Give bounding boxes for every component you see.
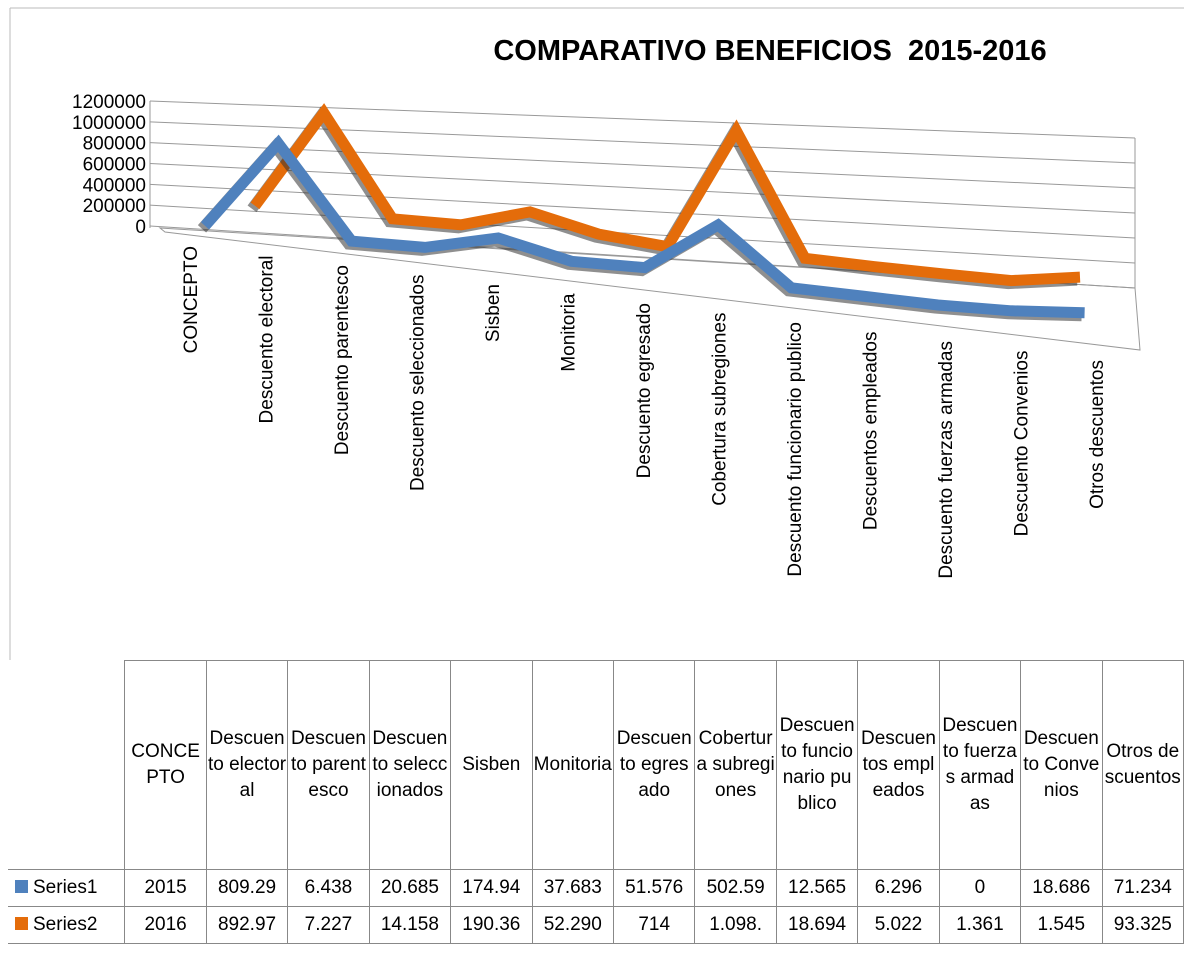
series-line: [200, 134, 1085, 319]
data-cell: 2016: [124, 906, 207, 944]
data-cell: 5.022: [857, 906, 940, 944]
legend-cell: Series1: [8, 869, 126, 907]
header-cell: Sisben: [450, 660, 533, 870]
header-cell: Descuento electoral: [205, 660, 289, 870]
data-cell: 6.296: [857, 869, 940, 907]
data-cell: 18.694: [775, 906, 859, 944]
corner-cell: [8, 661, 125, 870]
y-tick-label: 1000000: [72, 113, 146, 134]
data-cell: 6.438: [287, 869, 370, 907]
legend-cell: Series2: [8, 906, 126, 944]
data-cell: 190.36: [450, 906, 533, 944]
x-tick-label: Cobertura subregiones: [710, 313, 731, 506]
chart-title: COMPARATIVO BENEFICIOS 2015-2016: [493, 35, 1046, 67]
x-tick-label: CONCEPTO: [181, 246, 202, 353]
legend-label: Series1: [33, 877, 98, 898]
data-table: CONCEPTO Descuento electoral Descuento par…: [8, 660, 1184, 944]
data-cell: 18.686: [1020, 869, 1103, 907]
data-row: Series2 2016 892.97 7.227 14.158 190.36 52.290…: [8, 906, 1184, 944]
legend-swatch: [15, 917, 28, 930]
data-cell: 37.683: [531, 869, 614, 907]
header-row: CONCEPTO Descuento electoral Descuento par…: [8, 660, 1184, 870]
y-tick-label: 800000: [83, 134, 146, 155]
header-cell: Descuento seleccionados: [368, 660, 452, 870]
data-cell: 52.290: [531, 906, 614, 944]
x-tick-label: Otros descuentos: [1087, 360, 1108, 509]
header-cell: Descuento funcionario publico: [775, 660, 859, 870]
x-tick-label: Descuento funcionario publico: [785, 322, 806, 577]
y-tick-label: 1200000: [72, 92, 146, 113]
y-tick-label: 0: [135, 217, 146, 238]
y-tick-label: 600000: [83, 155, 146, 176]
data-cell: 502.59: [694, 869, 777, 907]
chart: COMPARATIVO BENEFICIOS 2015-2016 0200000…: [9, 7, 1184, 660]
data-cell: 809.29: [205, 869, 289, 907]
header-cell: Monitoria: [531, 660, 614, 870]
header-cell: Otros descuentos: [1101, 660, 1184, 870]
data-cell: 20.685: [368, 869, 452, 907]
x-tick-label: Descuento Convenios: [1012, 351, 1033, 537]
data-cell: 71.234: [1101, 869, 1184, 907]
y-tick-label: 200000: [83, 196, 146, 217]
x-tick-label: Descuento parentesco: [332, 265, 353, 455]
data-cell: 892.97: [205, 906, 289, 944]
data-cell: 0: [938, 869, 1022, 907]
grid-line: [149, 183, 1136, 239]
x-tick-label: Descuentos empleados: [861, 332, 882, 531]
x-tick-label: Monitoria: [559, 293, 580, 372]
data-cell: 12.565: [775, 869, 859, 907]
grid-line: [149, 142, 1136, 189]
header-cell: Cobertura subregiones: [694, 660, 777, 870]
data-cell: 7.227: [287, 906, 370, 944]
header-cell: Descuentos empleados: [857, 660, 940, 870]
x-tick-label: Descuento seleccionados: [408, 275, 429, 492]
data-cell: 14.158: [368, 906, 452, 944]
grid-line: [149, 163, 1136, 214]
data-cell: 1.545: [1020, 906, 1103, 944]
header-cell: Descuento Convenios: [1020, 660, 1103, 870]
data-cell: 1.361: [938, 906, 1022, 944]
data-cell: 51.576: [612, 869, 696, 907]
data-cell: 174.94: [450, 869, 533, 907]
data-cell: 1.098.: [694, 906, 777, 944]
data-row: Series1 2015 809.29 6.438 20.685 174.94 37.683…: [8, 869, 1184, 907]
header-cell: Descuento fuerzas armadas: [938, 660, 1022, 870]
x-tick-label: Descuento electoral: [257, 256, 278, 424]
x-tick-label: Descuento egresado: [634, 303, 655, 478]
x-tick-label: Descuento fuerzas armadas: [936, 341, 957, 579]
legend-swatch: [15, 880, 28, 893]
header-cell: Descuento parentesco: [287, 660, 370, 870]
header-cell: Descuento egresado: [612, 660, 696, 870]
series-line: [250, 103, 1081, 287]
y-tick-label: 400000: [83, 175, 146, 196]
grid-line: [149, 204, 1136, 264]
legend-label: Series2: [33, 914, 98, 935]
grid-line: [149, 100, 1136, 139]
data-cell: 714: [612, 906, 696, 944]
header-cell: CONCEPTO: [124, 660, 207, 870]
data-cell: 2015: [124, 869, 207, 907]
data-cell: 93.325: [1101, 906, 1184, 944]
x-tick-label: Sisben: [483, 284, 504, 342]
